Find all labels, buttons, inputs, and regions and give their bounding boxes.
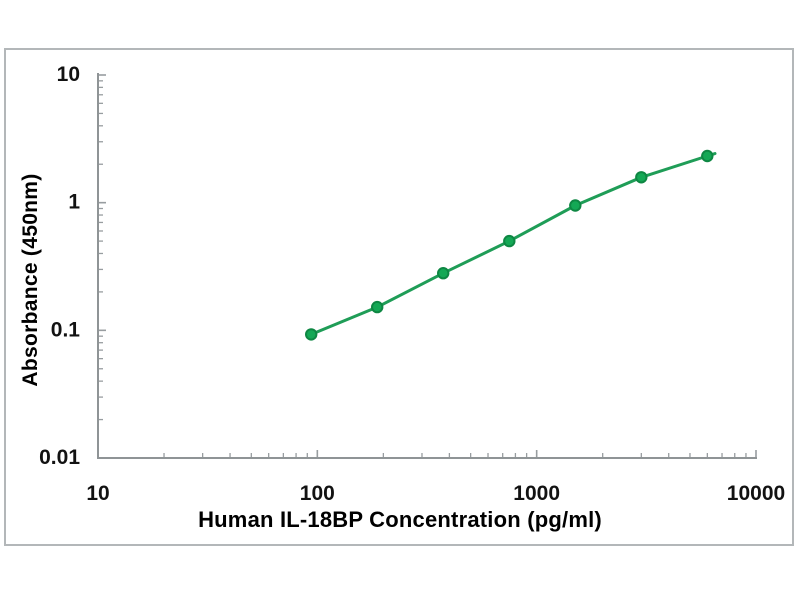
y-tick-label: 0.01: [39, 446, 80, 469]
data-point: [371, 300, 384, 314]
x-tick-label: 100: [300, 482, 335, 505]
y-tick-label: 10: [57, 63, 80, 86]
data-point: [635, 171, 648, 184]
standard-curve-line: [309, 152, 717, 336]
data-point: [569, 199, 582, 212]
x-tick-label: 10000: [727, 482, 785, 505]
data-point: [503, 234, 516, 248]
x-axis-title: Human IL-18BP Concentration (pg/ml): [198, 507, 602, 532]
data-point: [305, 328, 318, 341]
y-tick-label: 1: [68, 191, 80, 214]
y-tick-label: 0.1: [51, 318, 81, 341]
data-point: [701, 149, 714, 163]
y-axis-title: Absorbance (450nm): [19, 173, 42, 387]
data-point: [437, 267, 450, 280]
x-tick-label: 1000: [513, 482, 560, 505]
x-tick-label: 10: [86, 482, 109, 505]
